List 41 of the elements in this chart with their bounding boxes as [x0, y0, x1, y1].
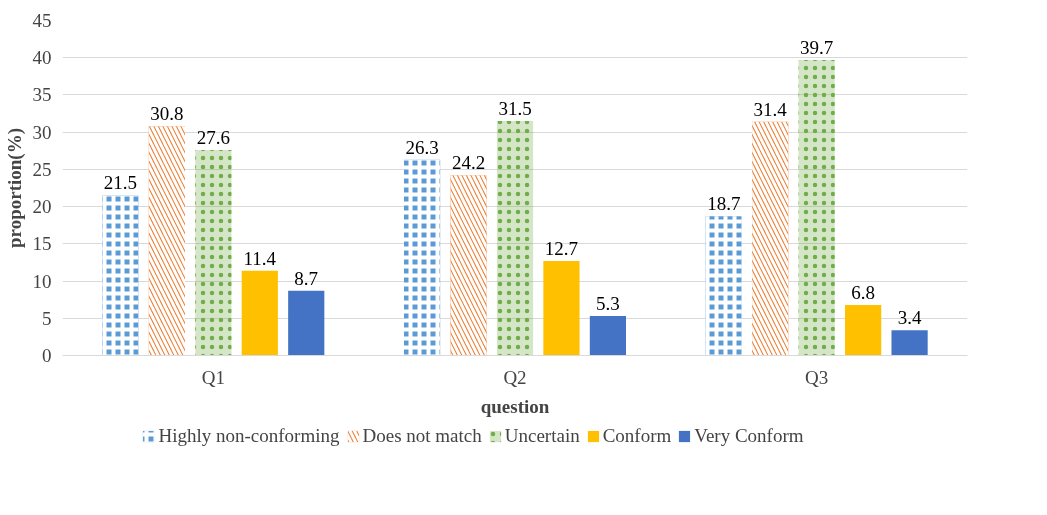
bar — [241, 270, 278, 356]
data-label: 5.3 — [596, 293, 620, 315]
x-tick-label: Q1 — [201, 366, 225, 388]
legend-label: Uncertain — [504, 425, 580, 447]
data-label: 31.4 — [753, 98, 788, 120]
data-label: 30.8 — [150, 103, 184, 125]
data-label: 8.7 — [294, 267, 319, 289]
bar — [288, 290, 325, 356]
data-label: 11.4 — [243, 247, 277, 269]
data-label: 12.7 — [544, 237, 579, 259]
y-tick-label: 0 — [42, 345, 52, 366]
data-label: 26.3 — [405, 136, 439, 158]
y-tick-label: 5 — [42, 307, 52, 329]
data-label: 21.5 — [103, 172, 138, 194]
data-label: 3.4 — [897, 307, 922, 329]
y-axis-title: proportion(%) — [3, 128, 26, 248]
x-tick-label: Q3 — [805, 366, 829, 388]
data-label: 27.6 — [196, 127, 230, 149]
y-tick-label: 40 — [32, 47, 52, 69]
y-tick-label: 10 — [32, 270, 52, 292]
y-tick-label: 45 — [32, 10, 52, 31]
x-tick-label: Q2 — [503, 366, 527, 388]
bar — [845, 304, 882, 356]
y-tick-label: 25 — [32, 158, 52, 180]
bar — [589, 316, 627, 356]
y-tick-label: 20 — [32, 196, 52, 218]
bar — [543, 260, 580, 356]
data-label: 39.7 — [800, 36, 834, 58]
y-tick-label: 30 — [32, 121, 52, 143]
data-label: 24.2 — [451, 152, 486, 174]
x-axis-title: question — [480, 395, 550, 417]
legend-label: Very Conform — [694, 425, 804, 447]
legend-label: Highly non-conforming — [158, 425, 340, 447]
y-tick-label: 35 — [32, 84, 52, 106]
y-tick-label: 15 — [32, 233, 52, 255]
bar — [891, 330, 928, 356]
legend-label: Conform — [602, 425, 672, 447]
data-label: 6.8 — [851, 281, 875, 303]
legend-label: Does not match — [362, 425, 482, 447]
data-label: 31.5 — [498, 98, 532, 119]
data-label: 18.7 — [707, 193, 741, 215]
